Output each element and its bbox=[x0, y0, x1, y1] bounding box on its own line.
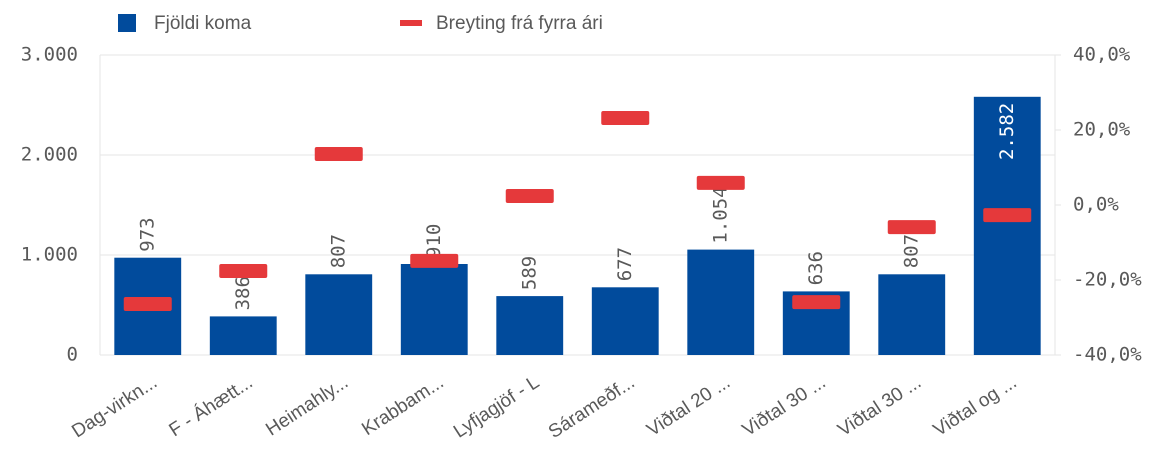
value-label: 807 bbox=[327, 234, 349, 268]
marker bbox=[792, 295, 841, 310]
value-label: 1.054 bbox=[709, 186, 731, 243]
marker bbox=[601, 111, 650, 125]
bar bbox=[496, 296, 564, 355]
marker bbox=[410, 253, 459, 268]
bar bbox=[687, 249, 755, 355]
x-tick-label: Viðtal 30 ... bbox=[834, 372, 925, 441]
y2-tick-label: 0,0% bbox=[1073, 194, 1119, 216]
x-tick-label: Lyfjagjöf - L bbox=[450, 372, 543, 443]
marker bbox=[983, 208, 1032, 223]
marker bbox=[314, 147, 363, 161]
marker bbox=[219, 264, 268, 278]
legend-label: Fjöldi koma bbox=[154, 13, 252, 34]
value-label: 636 bbox=[805, 251, 827, 285]
value-label: 386 bbox=[232, 276, 254, 310]
y-tick-label: 0 bbox=[67, 344, 78, 366]
value-label: 589 bbox=[518, 256, 540, 290]
bar bbox=[305, 274, 373, 355]
bar bbox=[973, 96, 1041, 356]
value-label: 910 bbox=[423, 224, 445, 258]
y-tick-label: 3.000 bbox=[21, 44, 78, 66]
value-label: 2.582 bbox=[996, 103, 1018, 160]
x-tick-label: Viðtal 20 ... bbox=[643, 372, 734, 441]
marker bbox=[696, 175, 745, 190]
legend-swatch bbox=[400, 20, 422, 26]
value-label: 973 bbox=[136, 217, 158, 251]
value-label: 677 bbox=[614, 247, 636, 281]
x-tick-label: Krabbam... bbox=[358, 372, 447, 440]
bar bbox=[400, 264, 468, 355]
y2-tick-label: 20,0% bbox=[1073, 119, 1131, 141]
marker bbox=[123, 297, 172, 311]
x-tick-label: Heimahly... bbox=[262, 372, 352, 441]
legend-label: Breyting frá fyrra ári bbox=[436, 13, 603, 34]
x-tick-label: Dag-virkn... bbox=[68, 372, 161, 443]
marker bbox=[887, 220, 936, 235]
y2-tick-label: 40,0% bbox=[1073, 44, 1131, 66]
bar bbox=[591, 287, 659, 355]
y2-tick-label: -20,0% bbox=[1073, 269, 1142, 291]
y-tick-label: 2.000 bbox=[21, 144, 78, 166]
y-tick-label: 1.000 bbox=[21, 244, 78, 266]
bar bbox=[209, 316, 277, 355]
y2-tick-label: -40,0% bbox=[1073, 344, 1142, 366]
value-label: 807 bbox=[900, 234, 922, 268]
x-tick-label: Viðtal og ... bbox=[930, 372, 1021, 441]
legend-swatch bbox=[118, 14, 136, 32]
marker bbox=[505, 189, 554, 203]
x-tick-label: F - Áhætt... bbox=[166, 372, 257, 441]
x-tick-label: Viðtal 30 ... bbox=[739, 372, 830, 441]
x-tick-label: Sárameðf... bbox=[545, 372, 639, 443]
bar bbox=[878, 274, 946, 355]
